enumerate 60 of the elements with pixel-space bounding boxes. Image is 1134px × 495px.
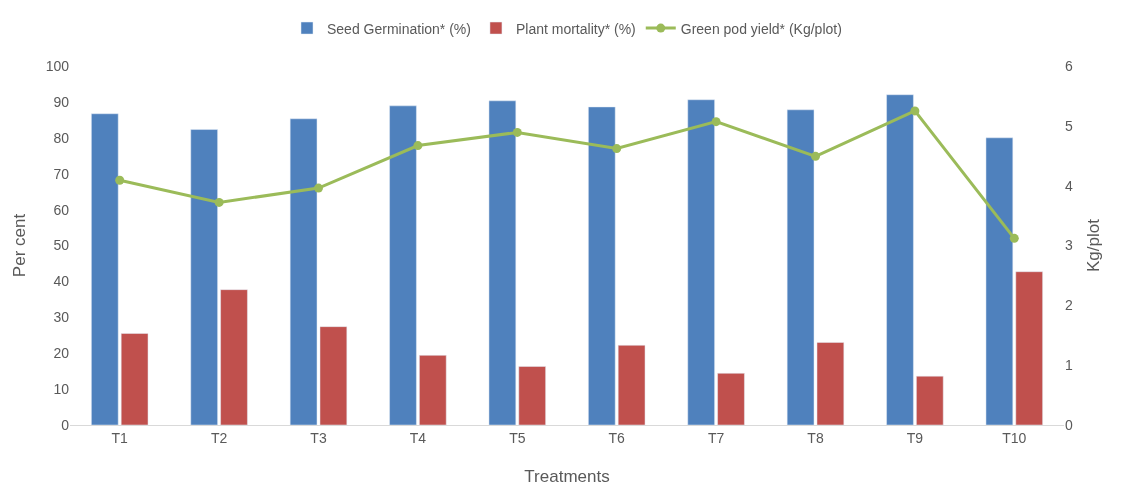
bar bbox=[687, 99, 715, 425]
x-tick-label: T9 bbox=[906, 429, 924, 446]
bar bbox=[220, 289, 248, 425]
bar bbox=[91, 113, 119, 425]
y2-tick-label: 2 bbox=[1065, 297, 1073, 314]
y2-tick-label: 4 bbox=[1065, 177, 1073, 194]
y2-tick-label: 3 bbox=[1065, 237, 1073, 254]
y-tick-label: 50 bbox=[53, 237, 70, 254]
bar bbox=[717, 373, 745, 425]
y-tick-label: 60 bbox=[53, 201, 70, 218]
y2-tick-label: 6 bbox=[1065, 57, 1073, 74]
point bbox=[612, 144, 622, 154]
x-tick-label: T3 bbox=[310, 429, 327, 446]
x-axis-title: Treatments bbox=[524, 467, 610, 487]
point bbox=[413, 141, 423, 151]
y-tick-label: 10 bbox=[53, 381, 70, 397]
x-tick-label: T6 bbox=[608, 429, 626, 446]
x-tick-label: T1 bbox=[111, 429, 129, 446]
point bbox=[214, 197, 224, 207]
y-tick-label: 40 bbox=[53, 273, 70, 290]
bar bbox=[1015, 271, 1043, 425]
bar bbox=[389, 105, 417, 425]
y-tick-label: 100 bbox=[45, 57, 70, 74]
bar bbox=[419, 355, 447, 425]
point bbox=[115, 175, 125, 185]
legend-label: Plant mortality* (%) bbox=[515, 20, 636, 37]
point bbox=[811, 151, 820, 161]
y2-tick-label: 0 bbox=[1065, 416, 1073, 433]
x-tick-label: T4 bbox=[409, 429, 427, 446]
y2-tick-label: 1 bbox=[1065, 357, 1073, 374]
y-tick-label: 20 bbox=[53, 345, 70, 362]
y-tick-label: 0 bbox=[61, 416, 70, 433]
y-tick-label: 80 bbox=[53, 129, 70, 146]
x-tick-label: T10 bbox=[1002, 429, 1027, 446]
x-tick-label: T5 bbox=[509, 429, 526, 446]
point bbox=[314, 183, 323, 193]
y-tick-label: 30 bbox=[53, 309, 70, 326]
point bbox=[910, 106, 920, 116]
bar bbox=[120, 333, 149, 425]
y2-axis-title: Kg/plot bbox=[1084, 218, 1104, 272]
bar bbox=[518, 366, 546, 425]
y-tick-label: 90 bbox=[53, 93, 70, 110]
point bbox=[1009, 233, 1019, 243]
point bbox=[512, 127, 522, 137]
bar bbox=[588, 106, 616, 425]
legend-label: Green pod yield* (Kg/plot) bbox=[680, 20, 842, 37]
y-axis-title: Per cent bbox=[10, 213, 30, 278]
bar bbox=[617, 345, 646, 425]
y2-tick-label: 5 bbox=[1065, 117, 1073, 134]
bar bbox=[886, 94, 914, 425]
bar bbox=[916, 375, 944, 425]
point bbox=[711, 117, 721, 127]
y-tick-label: 70 bbox=[53, 165, 70, 182]
bar bbox=[488, 100, 517, 425]
bar bbox=[985, 137, 1014, 425]
x-tick-label: T2 bbox=[210, 429, 228, 446]
x-tick-label: T7 bbox=[707, 429, 725, 446]
legend-label: Seed Germination* (%) bbox=[327, 20, 471, 37]
x-tick-label: T8 bbox=[807, 429, 824, 446]
bar bbox=[190, 129, 218, 425]
